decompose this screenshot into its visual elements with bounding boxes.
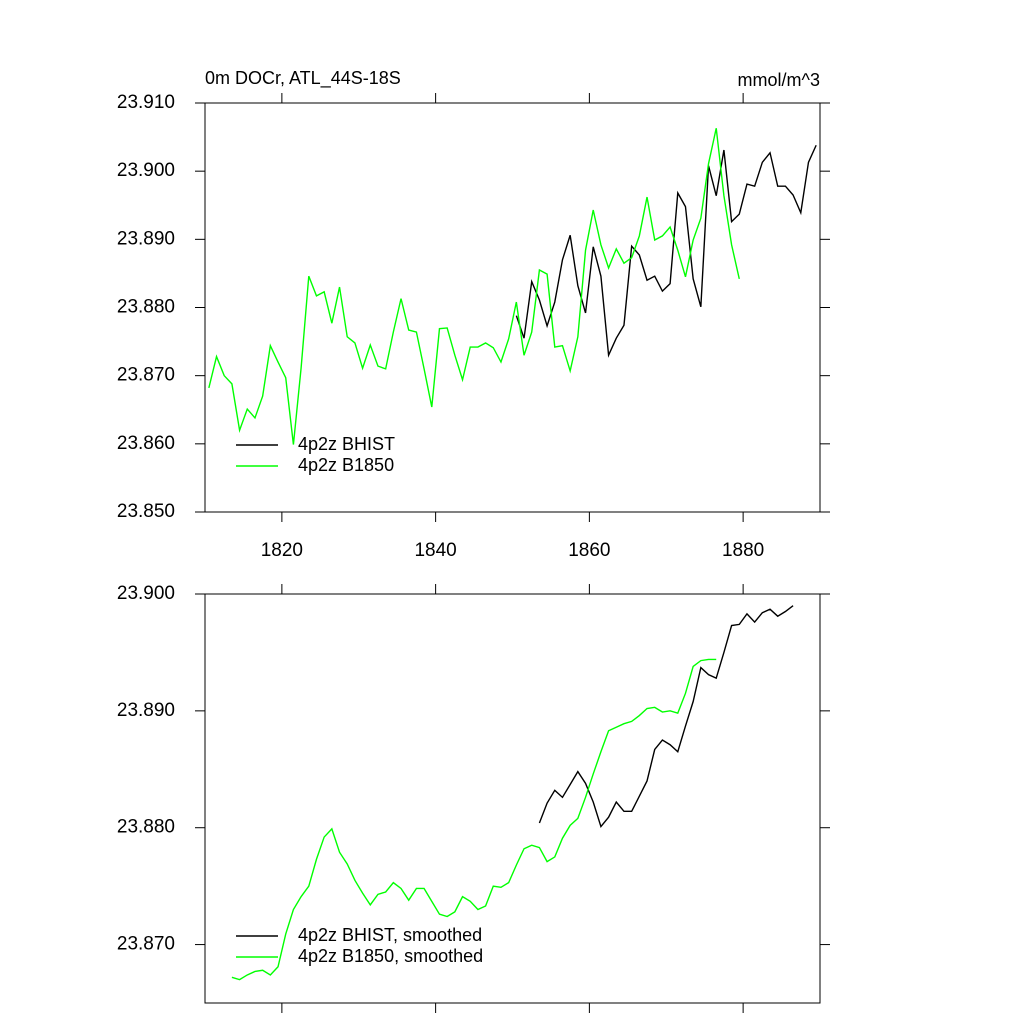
y-units: mmol/m^3 bbox=[738, 70, 820, 90]
y-tick-label: 23.870 bbox=[117, 934, 175, 955]
legend-label: 4p2z BHIST, smoothed bbox=[298, 925, 482, 945]
legend-label: 4p2z B1850 bbox=[298, 455, 394, 475]
y-tick-label: 23.870 bbox=[117, 365, 175, 386]
series-line bbox=[231, 658, 717, 981]
legend-label: 4p2z BHIST bbox=[298, 434, 395, 454]
x-tick-label: 1860 bbox=[568, 540, 610, 561]
y-tick-label: 23.910 bbox=[117, 92, 175, 113]
chart-title: 0m DOCr, ATL_44S-18S bbox=[205, 68, 401, 89]
y-tick-label: 23.900 bbox=[117, 583, 175, 604]
series-line bbox=[538, 605, 794, 828]
series-line bbox=[208, 128, 740, 445]
y-tick-label: 23.890 bbox=[117, 228, 175, 249]
y-tick-label: 23.880 bbox=[117, 817, 175, 838]
y-tick-label: 23.860 bbox=[117, 433, 175, 454]
x-tick-label: 1840 bbox=[414, 540, 456, 561]
y-tick-label: 23.890 bbox=[117, 700, 175, 721]
y-tick-label: 23.900 bbox=[117, 160, 175, 181]
x-tick-label: 1820 bbox=[261, 540, 303, 561]
y-tick-label: 23.880 bbox=[117, 297, 175, 318]
legend-label: 4p2z B1850, smoothed bbox=[298, 946, 483, 966]
x-tick-label: 1880 bbox=[722, 540, 764, 561]
y-tick-label: 23.850 bbox=[117, 501, 175, 522]
plot-frame bbox=[204, 593, 821, 1004]
series-line bbox=[515, 144, 817, 358]
